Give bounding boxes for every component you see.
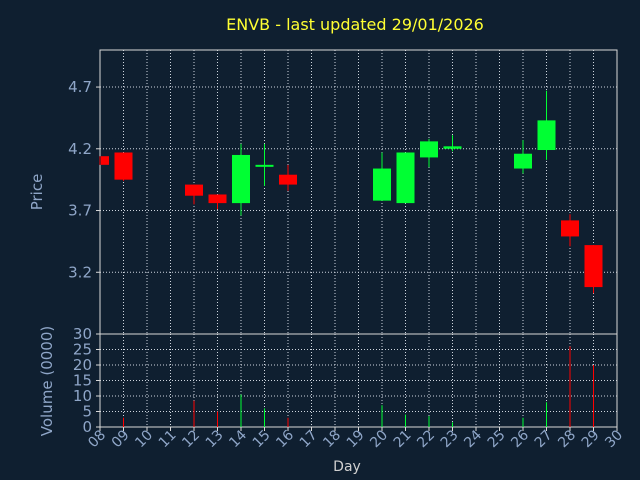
price-tick-label: 4.2 [68,140,92,158]
candlesticks [99,90,603,294]
candle-body [114,152,133,180]
volume-tick-label: 0 [82,418,92,436]
volume-tick-label: 25 [73,341,92,359]
candle-body [584,245,603,288]
candle-body [514,153,532,169]
candle-body [208,194,227,204]
volume-tick-label: 5 [82,403,92,421]
price-tick-label: 3.2 [68,263,92,281]
candle-body [373,168,391,201]
volume-bars [123,346,594,427]
day-x-ticks: 08 09 10 11 12 13 14 15 16 17 18 19 20 21 22 23 24 25 26 27… [85,427,626,451]
candle-body [101,156,109,165]
chart-title: ENVB - last updated 29/01/2026 [226,15,484,34]
candle-body [279,174,297,185]
day-axis-label: Day [333,459,361,475]
candle-body [396,152,415,204]
candle-body [255,164,274,167]
candle-body [561,220,579,237]
price-tick-label: 3.7 [68,202,92,220]
volume-tick-label: 15 [73,372,92,390]
volume-tick-label: 30 [73,325,92,343]
price-y-ticks: 3.2 3.7 4.2 4.7 [68,78,100,281]
candle-body [537,120,556,151]
price-axis-label: Price [28,174,46,211]
volume-tick-label: 20 [73,356,92,374]
candle-body [420,141,438,158]
candle-body [232,154,250,204]
volume-tick-label: 10 [73,387,92,405]
candle-body [443,146,462,149]
candle-body [185,184,203,196]
price-tick-label: 4.7 [68,78,92,96]
volume-axis-label: Volume (0000) [38,326,56,436]
